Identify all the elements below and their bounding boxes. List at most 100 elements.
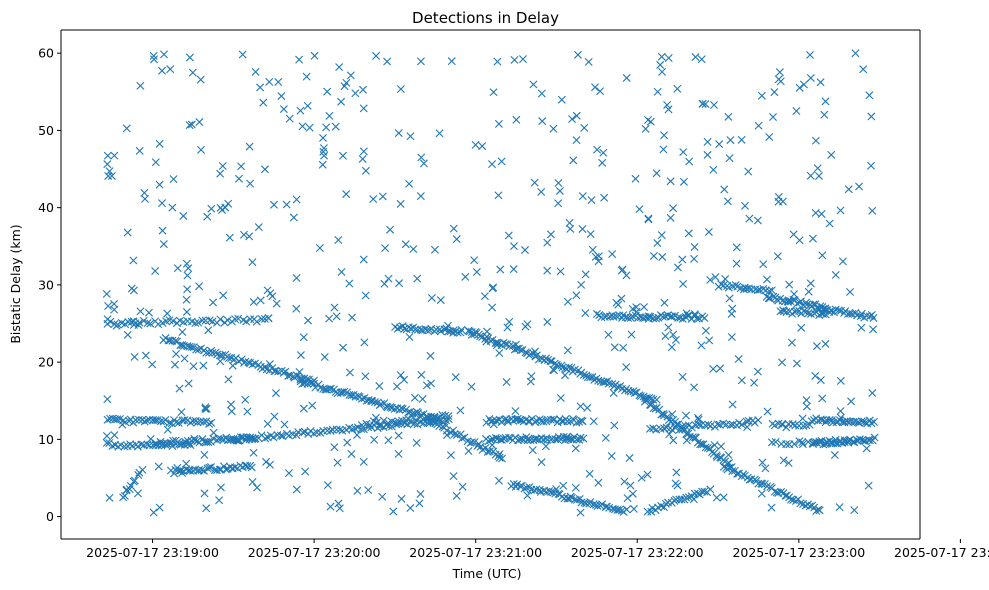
detection-marker	[834, 306, 843, 315]
detection-marker	[610, 421, 619, 430]
detection-marker	[412, 438, 421, 447]
detection-marker	[765, 132, 774, 141]
detection-marker	[335, 504, 344, 513]
detection-marker	[334, 499, 343, 508]
detection-marker	[691, 433, 700, 442]
detection-marker	[578, 224, 587, 233]
detection-marker	[279, 105, 288, 114]
detection-marker	[416, 489, 425, 498]
detection-marker	[105, 493, 114, 502]
detection-marker	[393, 382, 401, 391]
detection-marker	[784, 459, 793, 468]
detection-marker	[541, 442, 550, 451]
detection-marker	[793, 299, 802, 308]
detection-marker	[249, 448, 258, 457]
detection-marker	[799, 80, 808, 89]
detection-marker	[694, 413, 703, 422]
detection-marker	[717, 442, 726, 451]
detection-marker	[263, 419, 272, 428]
detection-marker	[741, 201, 750, 210]
detection-marker	[357, 394, 366, 403]
detection-marker	[836, 376, 845, 385]
detection-marker	[379, 416, 388, 425]
detection-marker	[591, 252, 600, 261]
detection-marker	[397, 494, 406, 503]
detection-marker	[260, 165, 269, 174]
detection-marker	[124, 317, 133, 326]
detection-marker	[433, 415, 442, 424]
detection-marker	[126, 481, 135, 490]
detection-marker	[204, 326, 213, 335]
detection-marker	[612, 298, 621, 307]
detection-marker	[292, 485, 301, 494]
detection-marker	[601, 433, 610, 442]
detection-marker	[224, 375, 233, 384]
detection-marker	[677, 495, 686, 504]
detection-marker	[222, 465, 230, 474]
y-axis-label: Bistatic Delay (km)	[8, 224, 23, 343]
detection-marker	[594, 252, 603, 261]
detection-marker	[785, 280, 794, 289]
detection-marker	[679, 177, 688, 186]
detection-marker	[806, 279, 815, 288]
detection-marker	[869, 417, 878, 426]
detection-marker	[579, 370, 588, 379]
detection-marker	[312, 428, 321, 437]
detection-marker	[269, 433, 278, 442]
detection-marker	[787, 338, 796, 347]
detection-marker	[239, 230, 248, 239]
detection-marker	[640, 303, 649, 312]
detection-marker	[405, 333, 414, 341]
detection-marker	[412, 416, 421, 425]
detection-marker	[315, 244, 324, 252]
detection-marker	[546, 357, 555, 366]
detection-marker	[660, 131, 669, 140]
detection-marker	[396, 371, 405, 380]
detection-marker	[782, 423, 791, 432]
detection-marker	[493, 338, 502, 347]
detection-marker	[868, 206, 877, 215]
detection-marker	[150, 55, 159, 64]
detection-marker	[579, 434, 588, 443]
detection-marker	[630, 388, 639, 397]
detection-marker	[850, 506, 859, 515]
detection-marker	[129, 256, 138, 265]
detection-marker	[627, 330, 636, 339]
detection-marker	[335, 425, 344, 434]
detection-marker	[340, 82, 349, 91]
detection-marker	[799, 307, 808, 316]
detection-marker	[110, 431, 119, 440]
detection-marker	[413, 274, 422, 283]
detection-marker	[303, 101, 312, 110]
detection-marker	[528, 446, 537, 455]
detection-marker	[859, 65, 868, 74]
detection-marker	[296, 106, 305, 115]
detection-marker	[784, 297, 793, 306]
detection-marker	[262, 457, 271, 466]
detection-marker	[671, 423, 680, 432]
detection-marker	[727, 309, 736, 318]
detection-marker	[453, 328, 462, 337]
y-tick-label: 30	[38, 277, 54, 292]
detection-marker	[136, 81, 145, 90]
detection-marker	[818, 394, 827, 403]
detection-marker	[795, 83, 804, 92]
x-tick-label: 2025-07-17 23:24:00	[894, 545, 989, 560]
detection-marker	[103, 395, 112, 404]
detection-marker	[184, 379, 193, 388]
detection-marker	[585, 469, 594, 478]
detection-marker	[333, 458, 342, 467]
chart-title: Detections in Delay	[412, 9, 559, 27]
detection-marker	[261, 434, 270, 443]
detection-marker	[815, 171, 823, 180]
detection-marker	[186, 466, 195, 475]
detection-marker	[543, 317, 552, 326]
detection-marker	[825, 219, 834, 228]
detection-marker	[369, 195, 378, 204]
detection-marker	[799, 421, 808, 430]
detection-marker	[225, 233, 234, 242]
detection-marker	[684, 493, 693, 502]
detection-marker	[247, 463, 256, 472]
detection-marker	[332, 312, 341, 321]
detection-marker	[207, 204, 216, 213]
